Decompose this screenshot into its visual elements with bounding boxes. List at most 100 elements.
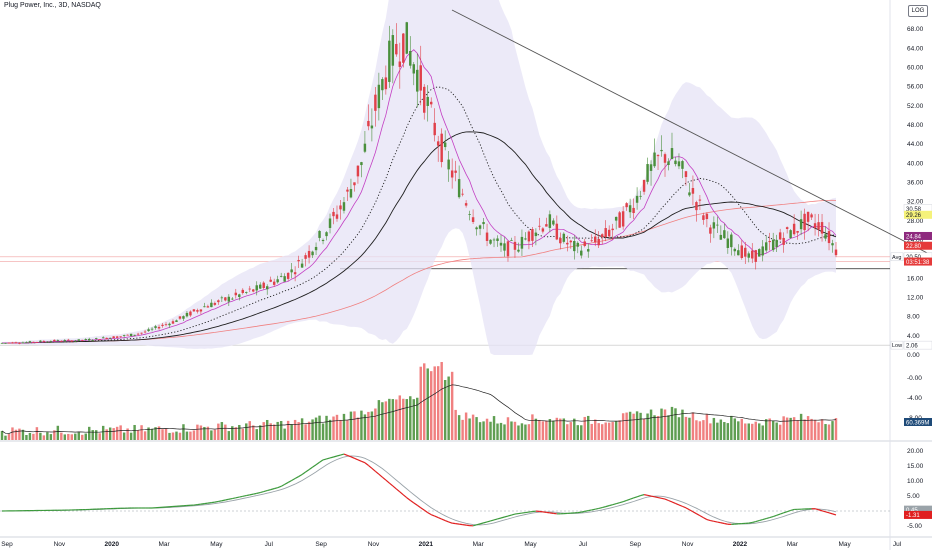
macd-line-segment [420, 507, 425, 511]
candle-body [559, 238, 562, 244]
candle-body [360, 162, 363, 166]
volume-bar [314, 417, 318, 440]
candle-body [77, 339, 80, 341]
volume-bar [245, 423, 248, 440]
volume-bar [143, 431, 147, 440]
candle [464, 200, 468, 208]
candle-body [342, 202, 346, 211]
candle-body [140, 332, 143, 334]
price-tick-label: 68.00 [907, 26, 924, 33]
candle-body [363, 143, 367, 152]
candle [450, 158, 454, 189]
volume-bar [758, 423, 761, 440]
macd-line-segment [699, 515, 704, 519]
descending-trendline [451, 9, 931, 255]
macd-line-segment [821, 510, 826, 513]
candle [475, 226, 478, 236]
candle-body [168, 323, 171, 326]
volume-bars [0, 362, 838, 440]
candle [108, 337, 112, 339]
candle-body [67, 339, 70, 341]
candle [199, 309, 203, 315]
macd-line-segment [228, 497, 233, 500]
candle-body [712, 222, 716, 229]
candle-body [175, 320, 178, 322]
time-axis-label: Nov [682, 541, 694, 548]
volume-bar [370, 411, 374, 440]
volume-bar [105, 429, 108, 440]
candle [101, 336, 105, 339]
candle [618, 211, 621, 228]
candle-body [321, 239, 325, 242]
volume-bar [185, 431, 189, 440]
macd-line-segment [437, 517, 442, 520]
candle-body [492, 239, 496, 241]
volume-bar [101, 425, 105, 440]
price-tick-label: 36.00 [907, 180, 924, 187]
time-axis-label: 2020 [104, 541, 119, 548]
volume-bar [778, 424, 782, 440]
volume-bar [604, 422, 607, 440]
volume-bar [304, 424, 307, 440]
candle [712, 216, 716, 239]
candle [740, 239, 744, 260]
candle [594, 229, 597, 247]
candle [443, 130, 447, 151]
candle [185, 311, 189, 318]
macd-tick-label: 20.00 [907, 448, 924, 455]
volume-bar [517, 425, 520, 440]
candle [269, 276, 272, 283]
candle-body [147, 329, 150, 332]
candle-body [740, 245, 744, 258]
low-label: Low [892, 343, 902, 349]
volume-ma-line [1, 384, 837, 434]
volume-bar [290, 424, 293, 440]
candle [534, 228, 538, 246]
volume-bar [733, 418, 737, 440]
macd-line-segment [818, 509, 823, 512]
candle [468, 210, 471, 221]
candle-body [569, 240, 573, 243]
volume-bar [25, 434, 28, 440]
macd-line-segment [333, 455, 338, 458]
candle-body [538, 225, 541, 227]
macd-line-segment [713, 520, 718, 523]
candle [46, 341, 49, 343]
volume-bar [356, 417, 360, 440]
candle-body [489, 239, 492, 244]
volume-bar [32, 433, 35, 440]
macd-line-segment [647, 494, 652, 497]
volume-bar [53, 430, 56, 440]
volume-bar [705, 413, 709, 440]
volume-bar [381, 402, 384, 440]
candle-body [541, 228, 545, 232]
candle [792, 214, 796, 236]
time-axis-label: Nov [54, 541, 66, 548]
volume-bar [583, 416, 586, 440]
candle [318, 230, 321, 242]
time-axis-label: Sep [629, 541, 641, 548]
candle [796, 230, 799, 240]
volume-bar [367, 411, 370, 440]
log-scale-button[interactable]: LOG [908, 5, 928, 17]
macd-line-segment [277, 485, 282, 489]
candle [220, 295, 224, 303]
macd-line-segment [294, 476, 299, 480]
candle [384, 65, 388, 95]
volume-bar [513, 421, 517, 440]
macd-line-segment [256, 491, 261, 494]
macd-line-segment [434, 515, 439, 519]
candle-body [381, 79, 384, 91]
candle [517, 242, 520, 253]
volume-bar [161, 429, 164, 440]
candle-body [25, 342, 28, 343]
candle-body [485, 232, 489, 241]
candle [747, 251, 750, 263]
volume-bar [482, 421, 485, 440]
macd-line-segment [322, 458, 327, 461]
time-axis-label: May [210, 541, 223, 548]
volume-bar [628, 411, 632, 440]
candle-body [527, 231, 531, 242]
volume-bar [164, 428, 168, 440]
volume-bar [360, 410, 363, 440]
